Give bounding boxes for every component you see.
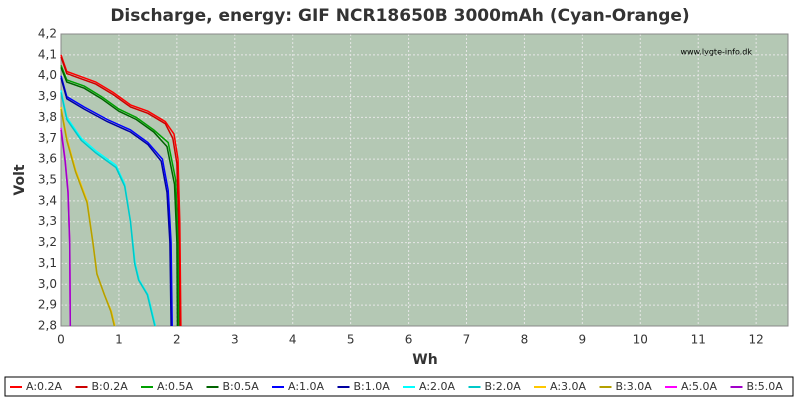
y-tick-label: 3,8	[38, 110, 57, 124]
x-axis-label: Wh	[412, 352, 437, 368]
series-line	[60, 56, 181, 327]
watermark: www.lygte-info.dk	[680, 48, 752, 57]
y-tick-label: 3,4	[38, 193, 57, 207]
plot-border	[60, 33, 789, 327]
x-tick-label: 10	[633, 333, 648, 347]
y-tick-label: 3,6	[38, 152, 57, 166]
y-tick-label: 2,9	[38, 298, 57, 312]
series-line	[60, 129, 72, 327]
legend-label: A:0.2A	[26, 380, 63, 393]
x-tick-label: 9	[579, 333, 587, 347]
y-tick-label: 3,7	[38, 131, 57, 145]
x-tick-label: 2	[173, 333, 181, 347]
y-tick-label: 4,2	[38, 27, 57, 41]
y-tick-label: 3,3	[38, 214, 57, 228]
legend-label: B:5.0A	[747, 380, 784, 393]
legend-label: A:3.0A	[550, 380, 587, 393]
x-tick-label: 5	[347, 333, 355, 347]
y-tick-label: 3,0	[38, 277, 57, 291]
x-tick-label: 4	[289, 333, 297, 347]
y-tick-label: 3,2	[38, 235, 57, 249]
y-tick-label: 2,8	[38, 319, 57, 333]
legend-label: B:1.0A	[354, 380, 391, 393]
legend-label: A:1.0A	[288, 380, 325, 393]
legend-label: B:2.0A	[485, 380, 522, 393]
x-tick-label: 11	[691, 333, 706, 347]
series-line	[60, 75, 173, 327]
series-line	[60, 65, 180, 327]
x-tick-label: 3	[231, 333, 239, 347]
y-tick-label: 4,0	[38, 68, 57, 82]
x-tick-label: 8	[521, 333, 529, 347]
legend-box	[4, 376, 794, 397]
chart-title: Discharge, energy: GIF NCR18650B 3000mAh…	[110, 6, 689, 26]
x-tick-label: 12	[748, 333, 763, 347]
series-line	[60, 67, 179, 327]
x-tick-label: 7	[463, 333, 471, 347]
y-axis-label: Volt	[12, 164, 28, 195]
legend-label: B:3.0A	[616, 380, 653, 393]
series-line	[60, 92, 156, 327]
y-tick-label: 4,1	[38, 47, 57, 61]
x-tick-label: 6	[405, 333, 413, 347]
x-tick-label: 1	[115, 333, 123, 347]
legend-label: B:0.2A	[92, 380, 129, 393]
legend-label: A:2.0A	[419, 380, 456, 393]
y-tick-label: 3,9	[38, 89, 57, 103]
x-tick-label: 0	[57, 333, 65, 347]
y-tick-label: 3,5	[38, 173, 57, 187]
series-line	[60, 77, 172, 327]
series-line	[60, 54, 182, 327]
series-line	[60, 108, 116, 327]
legend-label: A:0.5A	[157, 380, 194, 393]
legend-label: A:5.0A	[681, 380, 718, 393]
y-tick-label: 3,1	[38, 256, 57, 270]
legend-label: B:0.5A	[223, 380, 260, 393]
